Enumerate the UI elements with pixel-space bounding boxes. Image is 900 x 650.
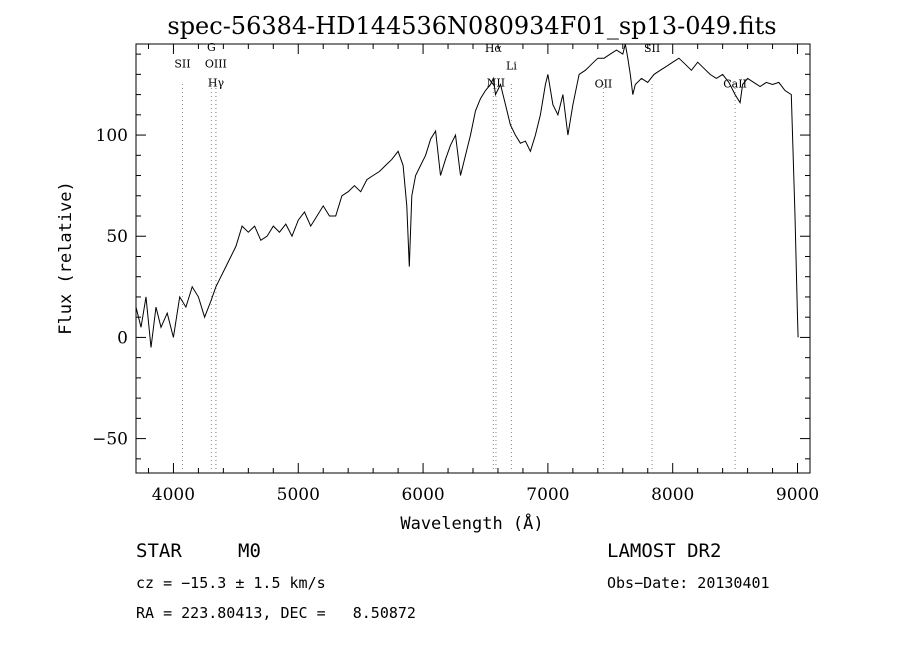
survey-name: LAMOST DR2 bbox=[607, 540, 722, 562]
line-marker-label: Hγ bbox=[208, 76, 225, 89]
object-type: STAR bbox=[136, 540, 182, 562]
redshift-info: cz = −15.3 ± 1.5 km/s bbox=[136, 574, 326, 592]
y-tick-label: 0 bbox=[117, 328, 128, 348]
observation-date: Obs−Date: 20130401 bbox=[607, 574, 770, 592]
line-marker-label: Hα bbox=[485, 42, 503, 55]
line-marker-label: G bbox=[207, 41, 216, 54]
y-tick-label: 50 bbox=[106, 227, 128, 247]
x-tick-label: 4000 bbox=[152, 485, 195, 505]
y-axis-label: Flux (relative) bbox=[56, 181, 76, 335]
x-axis-label: Wavelength (Å) bbox=[400, 512, 543, 534]
coordinates: RA = 223.80413, DEC = 8.50872 bbox=[136, 604, 416, 622]
spectrum-line bbox=[135, 43, 799, 348]
line-marker-label: OIII bbox=[205, 57, 227, 70]
chart-title: spec-56384-HD144536N080934F01_sp13-049.f… bbox=[167, 12, 776, 40]
line-marker-label: OII bbox=[595, 78, 613, 91]
plot-frame bbox=[135, 43, 811, 474]
line-marker-label: SII bbox=[644, 42, 660, 55]
spectral-subclass: M0 bbox=[238, 540, 261, 562]
axis-ticks: 4000 5000 6000 7000 8000 9000 −50 0 50 100 bbox=[92, 44, 819, 505]
x-tick-label: 6000 bbox=[401, 485, 444, 505]
line-marker-label: SII bbox=[174, 57, 190, 70]
x-tick-label: 9000 bbox=[776, 485, 819, 505]
y-tick-label: 100 bbox=[96, 126, 128, 146]
x-tick-label: 5000 bbox=[277, 485, 320, 505]
x-tick-label: 7000 bbox=[526, 485, 569, 505]
line-marker-label: Li bbox=[506, 59, 517, 72]
line-marker-label: CaII bbox=[723, 78, 747, 91]
x-tick-label: 8000 bbox=[651, 485, 694, 505]
spectrum-chart: spec-56384-HD144536N080934F01_sp13-049.f… bbox=[56, 12, 819, 534]
y-tick-label: −50 bbox=[92, 430, 128, 450]
line-marker-label: NII bbox=[487, 76, 505, 89]
